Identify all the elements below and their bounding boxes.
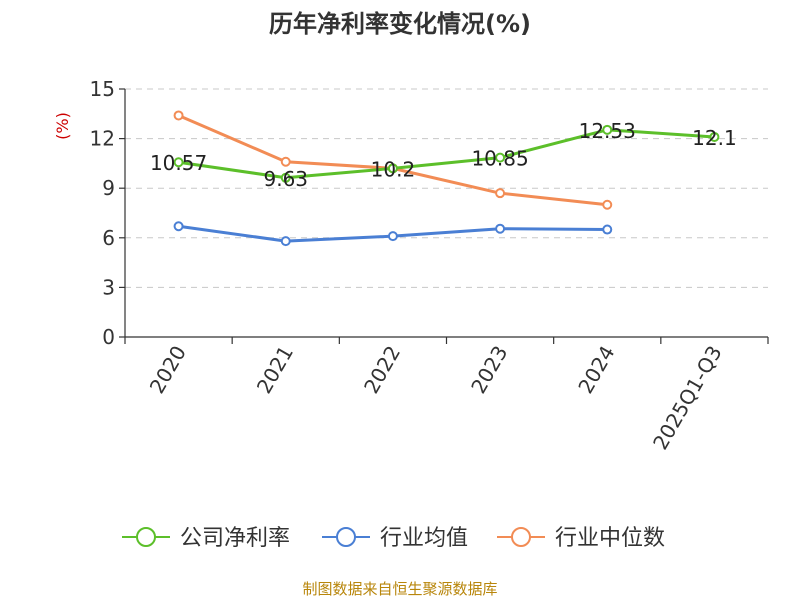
y-tick-label: 6 xyxy=(102,226,115,250)
data-point[interactable] xyxy=(387,231,398,242)
legend-marker xyxy=(336,527,356,547)
data-point[interactable] xyxy=(173,110,184,121)
series-lines xyxy=(173,110,720,247)
data-label: 10.57 xyxy=(150,151,207,175)
data-point[interactable] xyxy=(709,131,720,142)
data-point[interactable] xyxy=(280,172,291,183)
legend-item[interactable]: 行业均值 xyxy=(322,526,468,551)
y-tick-label: 15 xyxy=(90,77,115,101)
data-point[interactable] xyxy=(495,152,506,163)
data-label: 12.1 xyxy=(692,126,737,150)
data-point[interactable] xyxy=(602,199,613,210)
x-tick-label: 2025Q1-Q3 xyxy=(648,342,727,454)
series-行业均值 xyxy=(173,221,613,247)
data-label: 12.53 xyxy=(579,119,636,143)
y-tick-label: 3 xyxy=(102,275,115,299)
y-tick-labels: 0 3 6 9 12 15 xyxy=(90,77,115,349)
legend-item[interactable]: 公司净利率 xyxy=(122,526,290,551)
series-line xyxy=(178,128,715,180)
y-tick-label: 9 xyxy=(102,176,115,200)
legend-label: 公司净利率 xyxy=(180,526,290,551)
x-tick-label: 2023 xyxy=(466,342,512,398)
data-point[interactable] xyxy=(387,163,398,174)
legend-marker xyxy=(136,527,156,547)
x-tick-label: 2020 xyxy=(145,342,191,398)
grid-lines xyxy=(125,88,768,288)
y-axis-unit: (%) xyxy=(53,112,72,140)
data-point[interactable] xyxy=(495,223,506,234)
data-label: 9.63 xyxy=(263,167,308,191)
y-tick-label: 12 xyxy=(90,127,115,151)
legend-item[interactable]: 行业中位数 xyxy=(497,526,665,551)
data-label: 10.85 xyxy=(471,147,528,171)
series-公司净利率 xyxy=(173,124,720,183)
source-note: 制图数据来自恒生聚源数据库 xyxy=(302,580,497,598)
data-point[interactable] xyxy=(173,157,184,168)
legend-marker xyxy=(511,527,531,547)
data-point[interactable] xyxy=(495,188,506,199)
x-tick-label: 2024 xyxy=(573,342,619,398)
chart-title: 历年净利率变化情况(%) xyxy=(269,10,531,38)
data-point[interactable] xyxy=(602,224,613,235)
axes xyxy=(119,88,769,344)
x-tick-label: 2021 xyxy=(252,342,298,398)
x-tick-label: 2022 xyxy=(359,342,405,398)
y-tick-label: 0 xyxy=(102,325,115,349)
data-point[interactable] xyxy=(173,221,184,232)
legend-label: 行业中位数 xyxy=(555,526,665,551)
data-point[interactable] xyxy=(280,236,291,247)
legend-label: 行业均值 xyxy=(380,526,468,551)
data-label: 10.2 xyxy=(371,157,416,181)
legend[interactable]: 公司净利率 行业均值 行业中位数 xyxy=(122,526,665,551)
data-point[interactable] xyxy=(280,156,291,167)
x-tick-labels: 2020 2021 2022 2023 2024 2025Q1-Q3 xyxy=(145,342,727,454)
data-point[interactable] xyxy=(602,124,613,135)
data-labels: 10.57 9.63 10.2 10.85 12.53 12.1 xyxy=(150,119,737,191)
